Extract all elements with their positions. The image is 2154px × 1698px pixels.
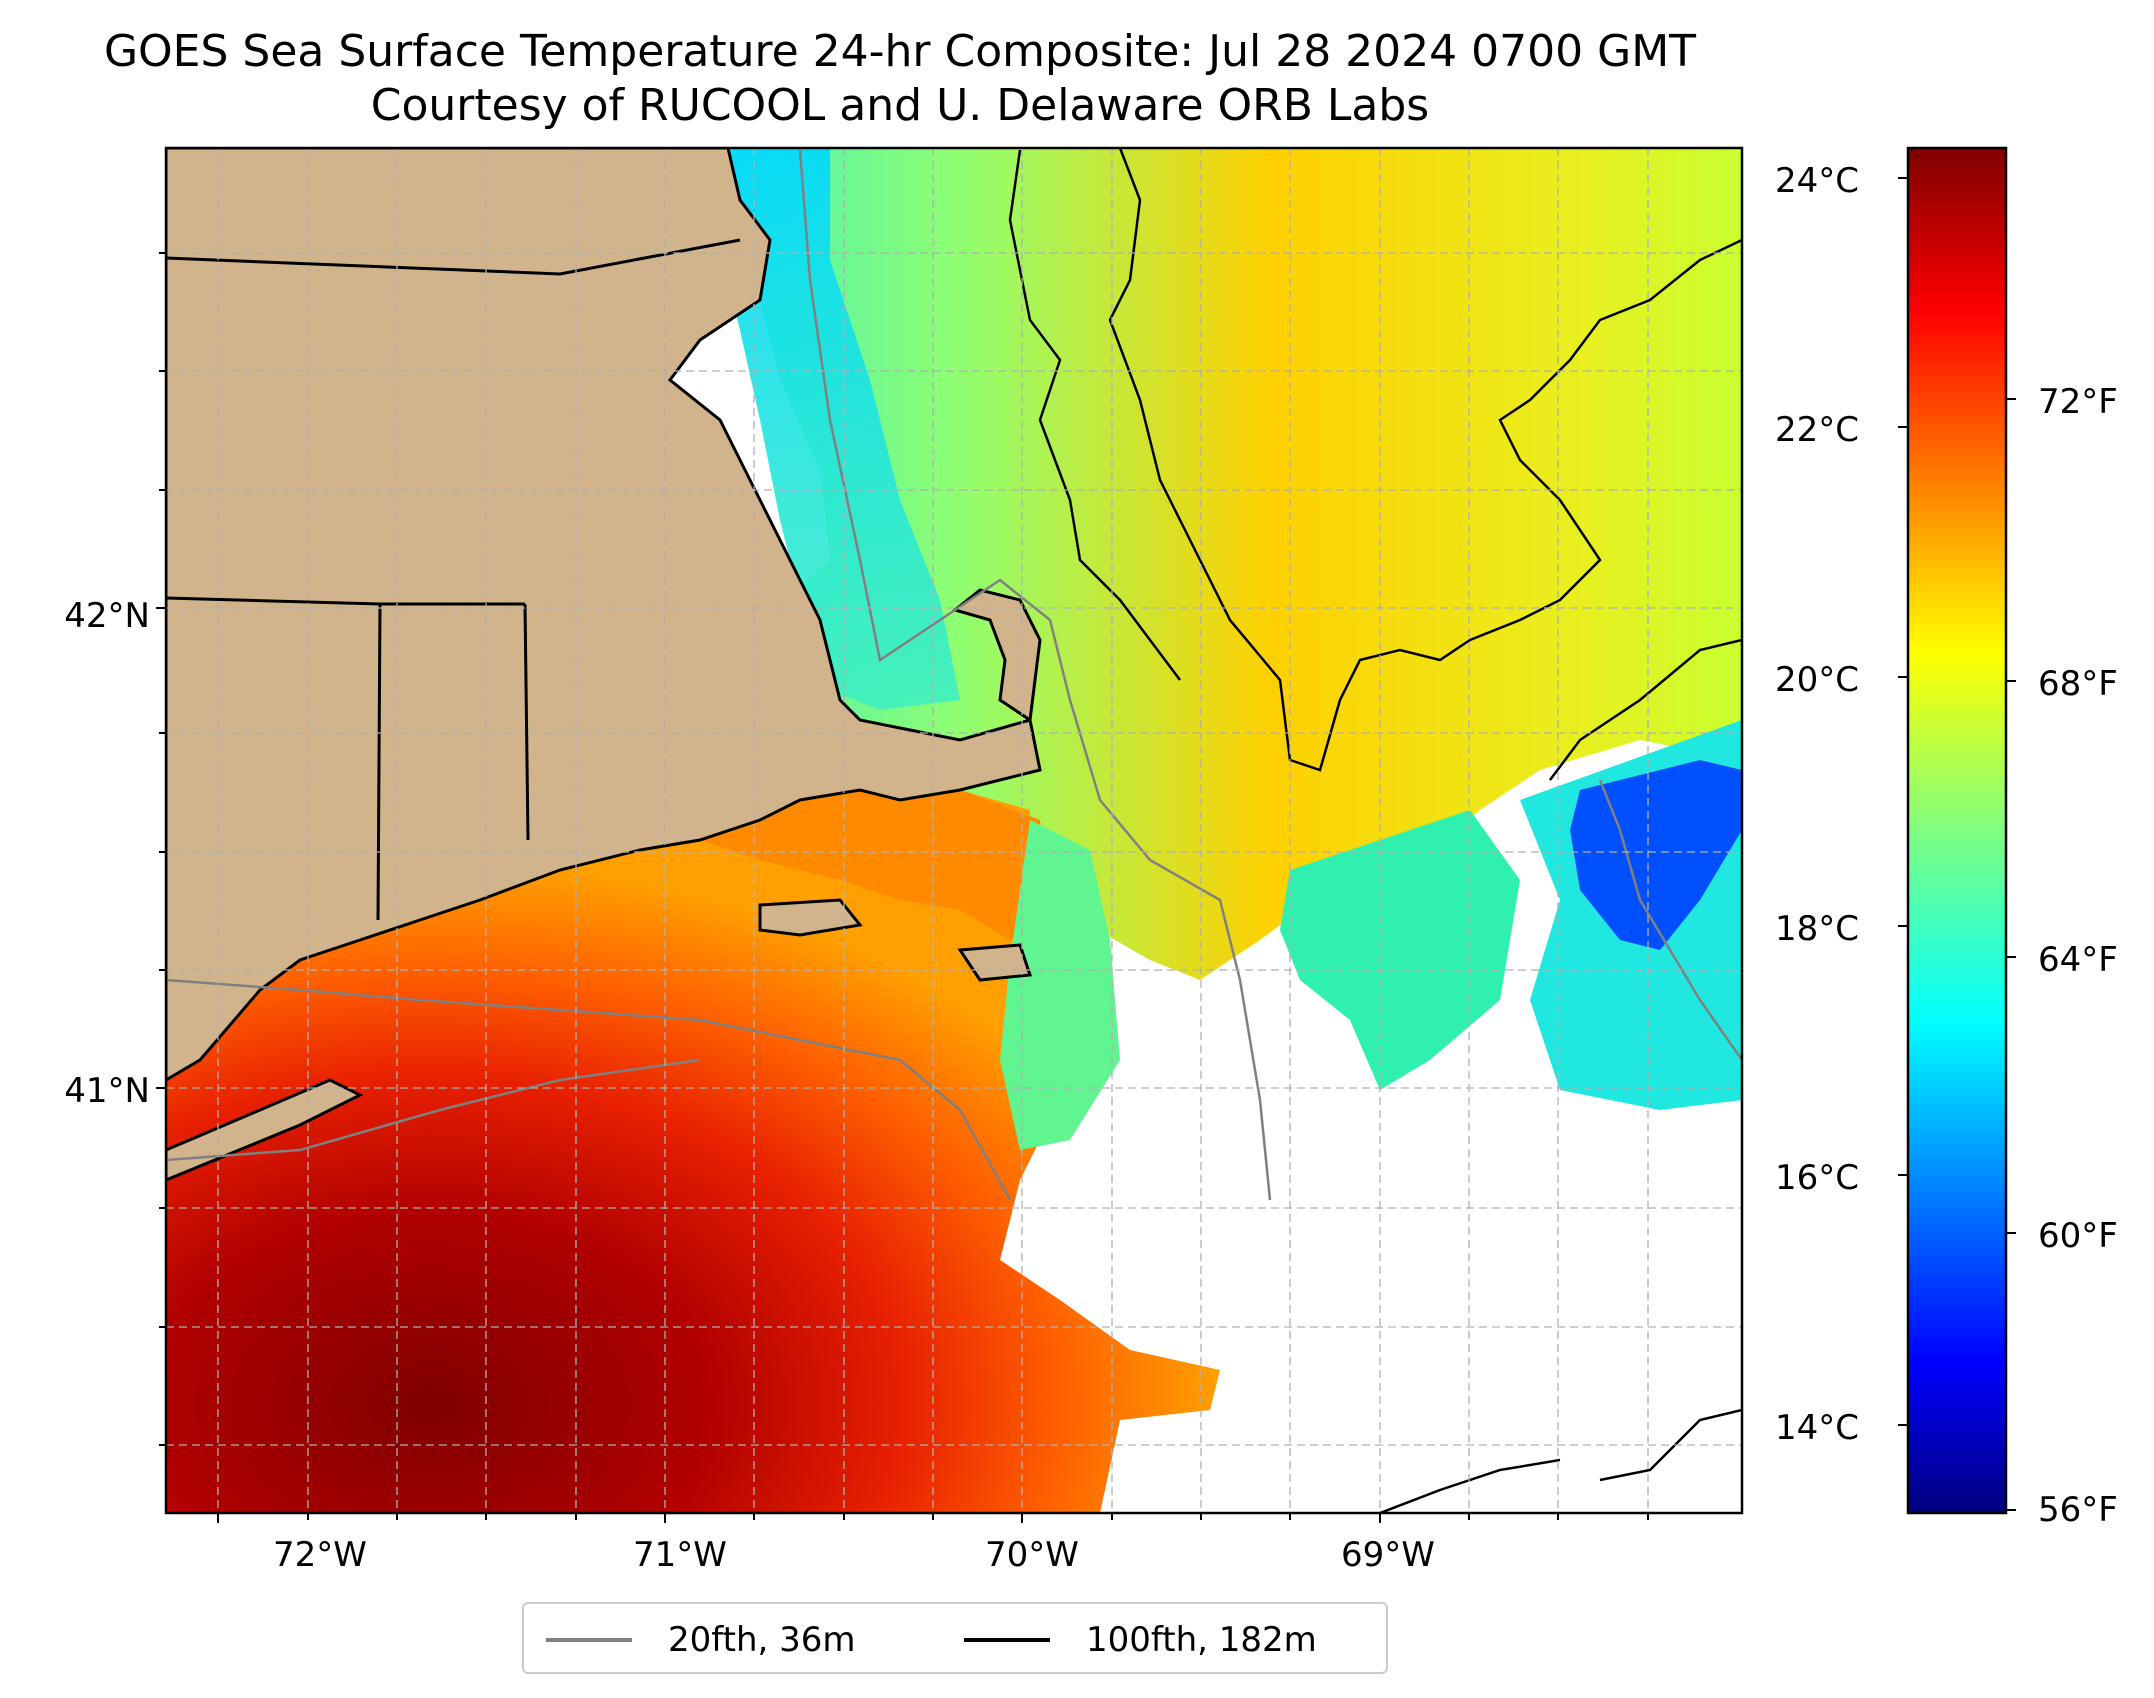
colorbar-fahrenheit-label: 72°F [2038,382,2118,422]
y-tick-label: 41°N [64,1071,150,1111]
y-tick-label: 42°N [64,596,150,636]
state-border-ri-ma [523,603,530,841]
eastern-cold-sst [1570,760,1742,950]
x-tick-label: 70°W [985,1535,1079,1575]
land-new-england [166,148,1042,1082]
colorbar-celsius-label: 16°C [1775,1158,1860,1198]
legend-label: 20fth, 36m [668,1620,856,1660]
legend-label: 100fth, 182m [1086,1620,1317,1660]
colorbar-celsius-label: 20°C [1775,660,1860,700]
x-tick-label: 71°W [633,1535,727,1575]
colorbar-celsius-label: 14°C [1775,1408,1860,1448]
colorbar-fahrenheit-label: 56°F [2038,1490,2118,1530]
land-marthas-vineyard [758,898,863,937]
colorbar-fahrenheit-label: 60°F [2038,1216,2118,1256]
map-frame [164,146,1744,1515]
colorbar-celsius-label: 18°C [1775,909,1860,949]
cape-cod-bay-warm-sst [700,770,1050,940]
colorbar-fahrenheit-label: 68°F [2038,664,2118,704]
land-long-island [166,1078,364,1182]
colorbar-celsius-label: 22°C [1775,410,1860,450]
figure-subtitle: Courtesy of RUCOOL and U. Delaware ORB L… [370,80,1430,131]
map-area [166,148,1742,1513]
axis-ticks [156,252,1649,1523]
isobath-20fth [166,149,1742,1201]
colorbar-celsius-label: 24°C [1775,161,1860,201]
isobath-100fth [1008,148,1742,1513]
nantucket-shoals-sst [1000,820,1120,1150]
gridlines [166,148,1742,1513]
legend-line-grey [546,1638,632,1642]
nearshore-cool-sst [720,148,960,710]
figure-title: GOES Sea Surface Temperature 24-hr Compo… [103,26,1697,77]
shoals-cool-sst [1280,810,1520,1090]
state-border-ct-ri [376,603,382,921]
southern-warm-sst [166,790,1220,1513]
colorbar-ticks [1898,177,2016,1511]
colorbar-fahrenheit-label: 64°F [2038,940,2118,980]
x-tick-label: 69°W [1341,1535,1435,1575]
legend-line-black [964,1638,1050,1642]
x-tick-label: 72°W [273,1535,367,1575]
colorbar [1906,146,2008,1515]
state-border-ma-nh [166,238,741,276]
legend: 20fth, 36m 100fth, 182m [522,1602,1388,1674]
